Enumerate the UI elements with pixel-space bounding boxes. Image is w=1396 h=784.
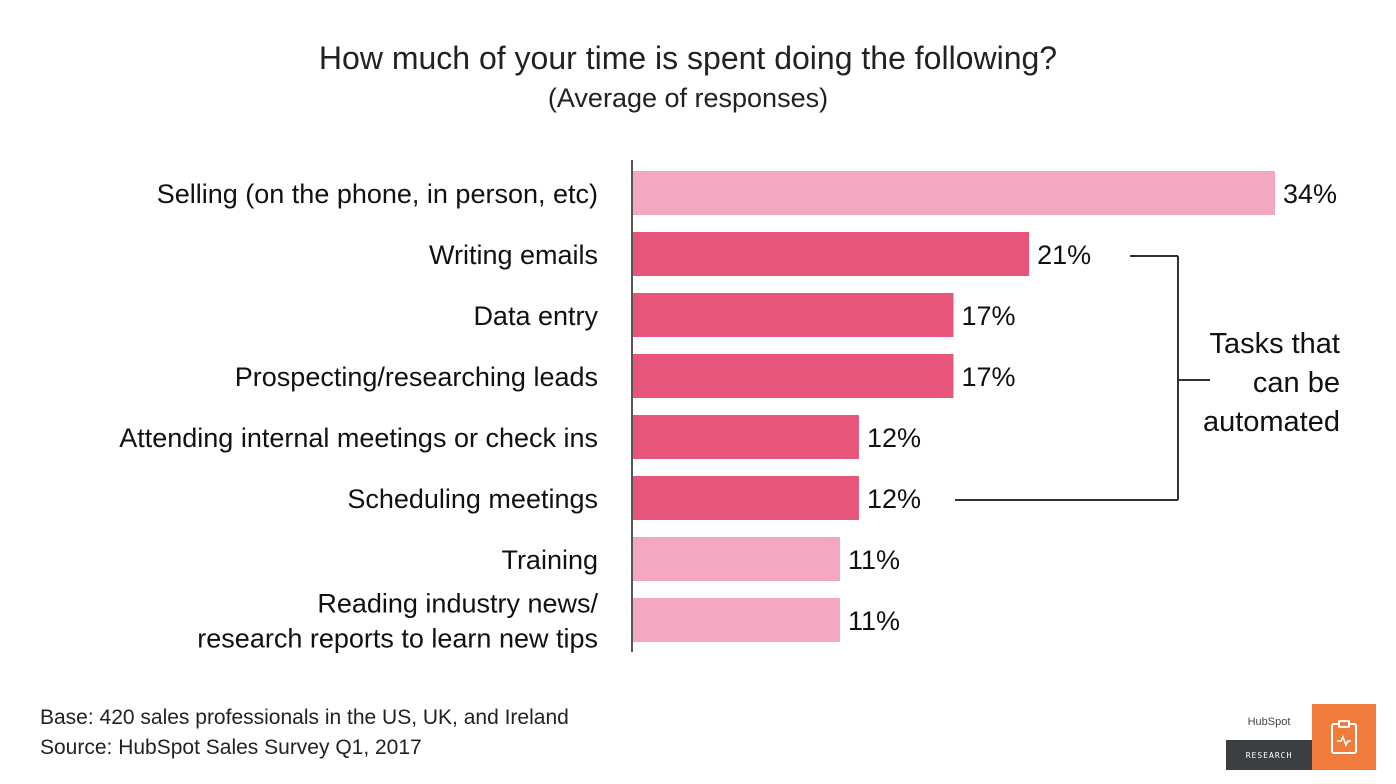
- bar-2: [632, 293, 954, 337]
- value-label-4: 12%: [867, 423, 921, 453]
- category-label-5: Scheduling meetings: [347, 484, 598, 514]
- category-label-2: Data entry: [473, 301, 598, 331]
- bar-3: [632, 354, 954, 398]
- value-label-3: 17%: [962, 362, 1016, 392]
- annotation-line-3: automated: [1202, 406, 1340, 438]
- hubspot-research-logo: HubSpot RESEARCH: [1226, 704, 1376, 770]
- value-label-1: 21%: [1037, 240, 1091, 270]
- category-label-0: Selling (on the phone, in person, etc): [157, 179, 598, 209]
- value-label-7: 11%: [848, 606, 900, 636]
- bar-4: [632, 415, 859, 459]
- bar-7: [632, 598, 841, 642]
- chart-subtitle: (Average of responses): [547, 83, 829, 113]
- value-label-6: 11%: [848, 545, 900, 575]
- annotation-line-2: can be: [1252, 367, 1340, 399]
- footer-source: Source: HubSpot Sales Survey Q1, 2017: [40, 736, 422, 759]
- category-label-3: Prospecting/researching leads: [235, 362, 598, 392]
- bar-6: [632, 537, 841, 581]
- value-label-0: 34%: [1283, 179, 1337, 209]
- footer-base: Base: 420 sales professionals in the US,…: [40, 706, 569, 729]
- bar-chart: 34% Selling (on the phone, in person, etc…: [119, 160, 1337, 654]
- automation-annotation: Tasks that can be automated: [1180, 325, 1340, 442]
- category-label-1: Writing emails: [429, 240, 598, 270]
- clipboard-icon: [1312, 704, 1376, 770]
- bar-1: [632, 232, 1030, 276]
- logo-brand: HubSpot: [1226, 704, 1312, 740]
- value-label-5: 12%: [867, 484, 921, 514]
- category-label-6: Training: [501, 545, 598, 575]
- annotation-line-1: Tasks that: [1209, 328, 1340, 360]
- logo-tag: RESEARCH: [1226, 740, 1312, 770]
- category-label-4: Attending internal meetings or check ins: [119, 423, 598, 453]
- value-label-2: 17%: [962, 301, 1016, 331]
- bar-0: [632, 171, 1275, 215]
- category-label-7-line-1: research reports to learn new tips: [197, 624, 598, 654]
- category-label-7-line-0: Reading industry news/: [317, 589, 598, 619]
- bar-5: [632, 476, 859, 520]
- chart-title: How much of your time is spent doing the…: [318, 40, 1058, 76]
